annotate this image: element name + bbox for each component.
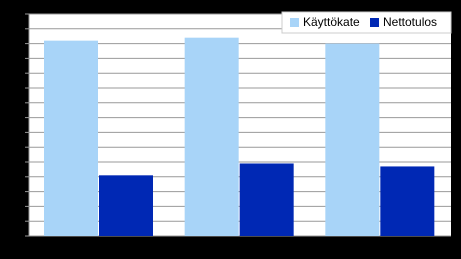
bar	[239, 163, 294, 236]
legend-box	[281, 11, 452, 34]
legend-swatch	[370, 18, 379, 27]
legend-label: Nettotulos	[383, 15, 437, 29]
bar	[380, 166, 435, 236]
bar	[99, 175, 153, 236]
bar	[325, 43, 380, 236]
bar	[184, 37, 239, 237]
legend-swatch	[290, 18, 299, 27]
bar	[44, 40, 98, 236]
legend-label: Käyttökate	[303, 15, 360, 29]
